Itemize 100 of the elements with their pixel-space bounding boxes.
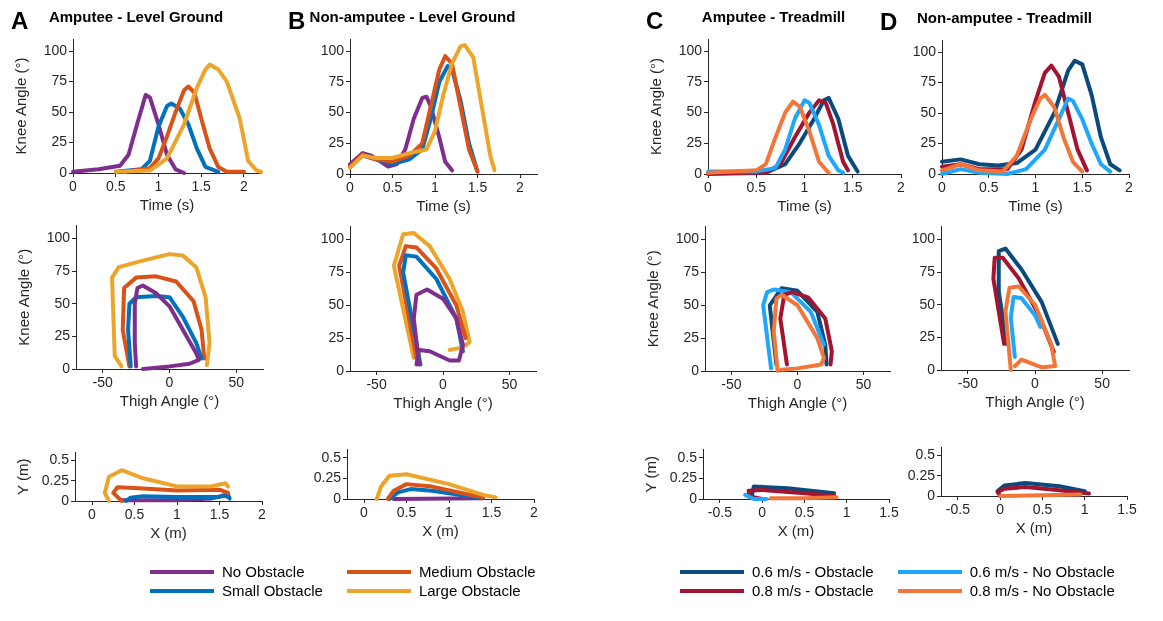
x-tick-label: 1 [1080,501,1089,518]
y-tick-label: 0 [694,164,703,181]
x-tick-label: 1 [842,504,851,521]
y-tick-label: 0 [691,361,700,378]
x-tick-label: 2 [1125,179,1134,196]
x-axis-title: Thigh Angle (°) [747,394,848,412]
y-tick-label: 0 [927,360,936,377]
y-tick-label: 100 [43,42,68,59]
x-tick-label: 50 [1094,375,1111,392]
y-tick-label: 25 [328,329,345,345]
x-tick-label: -0.5 [945,501,971,518]
x-tick-label: 2 [258,506,267,523]
y-tick-label: 0 [927,486,936,503]
y-tick-label: 50 [683,296,700,313]
y-tick-label: 25 [920,134,937,151]
x-tick-label: 0 [793,376,802,393]
x-tick-label: 1 [173,506,182,523]
x-tick-label: 1.5 [1072,179,1093,196]
x-tick-label: 1.5 [209,506,230,523]
x-tick-label: -50 [92,374,114,391]
legend-label: Medium Obstacle [418,563,536,580]
y-tick-label: 50 [920,103,937,120]
y-tick-label: 100 [320,230,345,247]
x-axis-title: X (m) [777,522,815,540]
x-tick-label: 0 [165,374,174,391]
x-tick-label: 1.5 [467,179,488,196]
legend-label: Small Obstacle [222,582,323,599]
x-tick-label: 0 [439,376,448,393]
y-tick-label: 75 [920,73,937,90]
chart-title: Amputee - Treadmill [701,8,846,26]
x-axis-title: X (m) [422,522,459,540]
y-tick-label: 50 [328,296,345,313]
x-tick-label: 50 [228,374,245,391]
y-tick-label: 75 [919,262,936,279]
x-tick-label: 0.5 [382,179,403,196]
legend-label: 0.6 m/s - No Obstacle [969,563,1115,580]
text: C [646,7,664,35]
chart-title: Amputee - Level Ground [48,8,224,26]
x-tick-label: 1.5 [191,178,212,195]
x-tick-label: 2 [516,179,525,196]
y-axis-title: Knee Angle (°) [12,57,30,155]
legend-label: 0.8 m/s - No Obstacle [969,582,1115,599]
y-tick-label: 100 [46,229,71,246]
x-tick-label: -50 [721,376,742,393]
x-axis-title: X (m) [1015,519,1053,537]
y-tick-label: 0.25 [907,466,936,483]
x-tick-label: 0.5 [746,179,767,196]
y-axis-title: Knee Angle (°) [15,248,33,346]
x-axis-title: Time (s) [416,197,471,215]
chart-title: Non-amputee - Level Ground [309,8,516,26]
y-tick-label: 0.25 [313,469,342,486]
y-tick-label: 75 [328,263,345,280]
x-tick-label: 0.5 [396,504,417,521]
y-tick-label: 25 [328,134,345,151]
y-tick-label: 0.5 [321,448,342,465]
x-tick-label: 2 [897,179,906,196]
y-tick-label: 25 [686,134,703,151]
y-tick-label: 50 [919,295,936,312]
y-tick-label: 0 [336,164,345,181]
x-tick-label: 1 [431,179,440,196]
x-tick-label: 1.5 [1117,501,1137,518]
y-axis-title: Knee Angle (°) [644,250,662,348]
x-axis-title: X (m) [150,524,187,542]
y-tick-label: 0 [333,489,342,506]
x-tick-label: 1.5 [481,504,502,521]
x-tick-label: 0 [1031,375,1040,392]
x-tick-label: -50 [957,375,979,392]
x-tick-label: -50 [366,376,387,393]
y-tick-label: 75 [328,72,345,89]
y-tick-label: 25 [54,327,71,344]
legend-label: Large Obstacle [418,582,521,599]
x-tick-label: 0.5 [794,504,815,521]
x-axis-title: Thigh Angle (°) [393,394,493,412]
x-tick-label: 2 [240,178,249,195]
y-tick-label: 100 [678,42,703,59]
y-tick-label: 50 [328,103,345,120]
y-tick-label: 75 [683,263,700,280]
x-axis-title: Time (s) [139,196,195,214]
y-tick-label: 50 [686,103,703,120]
y-tick-label: 50 [54,294,71,311]
x-tick-label: 0 [996,501,1005,518]
x-tick-label: 1.5 [843,179,863,196]
y-tick-label: 100 [320,42,345,59]
x-tick-label: 0.5 [105,178,126,195]
y-tick-label: 0.5 [677,448,698,465]
y-tick-label: 100 [912,43,937,60]
y-tick-label: 75 [51,72,68,89]
y-tick-label: 0.5 [49,451,70,468]
x-tick-label: 2 [530,504,539,521]
y-tick-label: 0 [928,164,937,181]
y-tick-label: 25 [683,329,700,345]
y-tick-label: 0.25 [41,471,70,488]
y-tick-label: 0 [62,359,71,376]
y-axis-title: Y (m) [642,456,660,493]
y-tick-label: 100 [675,230,700,247]
y-axis-title: Y (m) [14,458,32,495]
text: B [288,7,306,35]
y-tick-label: 75 [686,72,703,89]
x-tick-label: 0 [360,504,369,521]
x-tick-label: 0.5 [124,506,145,523]
